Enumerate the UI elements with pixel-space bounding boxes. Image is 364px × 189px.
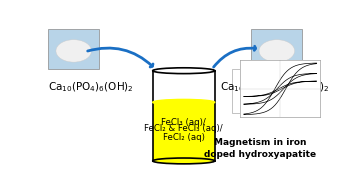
FancyBboxPatch shape [252, 29, 302, 69]
Text: FeCl₃ (aq)/: FeCl₃ (aq)/ [161, 118, 206, 127]
Ellipse shape [259, 40, 294, 62]
Text: $\mathrm{Ca_{10\text{-}x}Fe_x(PO_4)_6(OH)_2}$: $\mathrm{Ca_{10\text{-}x}Fe_x(PO_4)_6(OH… [221, 81, 330, 94]
FancyBboxPatch shape [153, 71, 215, 102]
Text: FeCl₂ & FeCl₃ (aq)/: FeCl₂ & FeCl₃ (aq)/ [145, 124, 223, 133]
Text: Magnetism in iron: Magnetism in iron [214, 138, 306, 147]
Text: $\mathrm{Ca_{10}(PO_4)_6(OH)_2}$: $\mathrm{Ca_{10}(PO_4)_6(OH)_2}$ [48, 81, 134, 94]
FancyBboxPatch shape [48, 29, 99, 69]
Ellipse shape [153, 99, 215, 105]
Ellipse shape [56, 40, 91, 62]
Text: FeCl₂ (aq): FeCl₂ (aq) [163, 133, 205, 142]
Text: doped hydroxyapatite: doped hydroxyapatite [204, 150, 316, 159]
FancyBboxPatch shape [153, 102, 215, 161]
FancyBboxPatch shape [232, 69, 294, 113]
Ellipse shape [153, 158, 215, 164]
Ellipse shape [153, 68, 215, 74]
